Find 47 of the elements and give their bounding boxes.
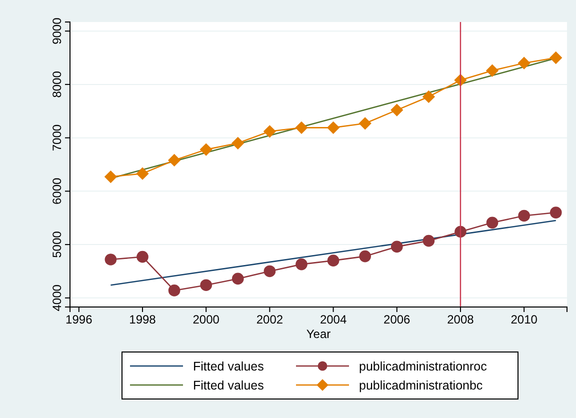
y-tick-label: 9000 — [50, 17, 64, 44]
point — [263, 125, 276, 138]
legend-label: publicadministrationroc — [359, 360, 487, 374]
x-tick-label: 1998 — [129, 312, 156, 327]
point — [550, 51, 562, 64]
point — [168, 154, 181, 167]
point — [390, 104, 404, 116]
point — [486, 216, 498, 229]
x-axis-title: Year — [306, 327, 331, 341]
point — [200, 279, 212, 292]
point — [390, 240, 403, 253]
point — [296, 258, 308, 270]
point — [136, 250, 148, 263]
point — [168, 284, 180, 296]
point — [518, 210, 530, 222]
y-tick-label: 6000 — [50, 178, 64, 205]
point — [326, 121, 340, 134]
point — [358, 117, 372, 130]
point — [200, 143, 212, 156]
y-tick-label: 8000 — [50, 70, 64, 98]
x-tick-label: 2010 — [510, 312, 538, 327]
point — [136, 167, 149, 180]
y-tick-label: 4000 — [50, 284, 64, 312]
legend-label: Fitted values — [193, 360, 264, 374]
x-tick-label: 2006 — [384, 312, 411, 327]
point — [422, 90, 436, 104]
legend-label: Fitted values — [193, 378, 264, 392]
point — [104, 254, 117, 266]
x-tick-label: 1996 — [66, 312, 93, 327]
point — [550, 206, 562, 218]
point — [327, 254, 340, 266]
point — [518, 56, 530, 70]
point — [264, 265, 276, 278]
x-tick-label: 2000 — [192, 312, 220, 327]
point — [486, 64, 499, 77]
point — [359, 250, 371, 262]
point — [295, 121, 308, 134]
y-tick-label: 5000 — [50, 230, 64, 258]
y-tick-label: 7000 — [50, 124, 64, 152]
x-tick-label: 2008 — [447, 312, 474, 327]
point — [232, 272, 244, 285]
point — [422, 234, 435, 247]
legend-label: publicadministrationbc — [359, 378, 483, 392]
x-tick-label: 2002 — [256, 312, 284, 327]
x-tick-label: 2004 — [320, 312, 347, 327]
point — [232, 136, 244, 150]
point — [104, 170, 118, 184]
